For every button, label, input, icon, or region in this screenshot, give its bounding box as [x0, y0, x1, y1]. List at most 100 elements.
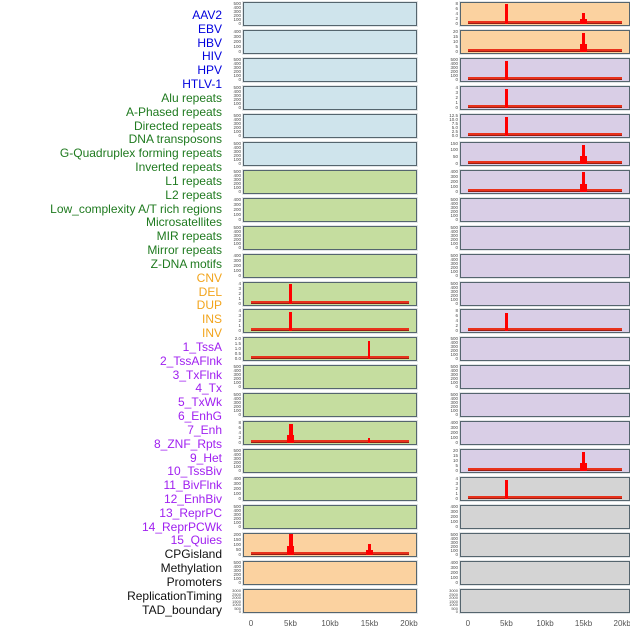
track-plot-del — [243, 561, 417, 586]
track-label-directed-repeats: Directed repeats — [133, 118, 222, 133]
y-tick-label: 200 — [450, 236, 458, 242]
y-tick-label: 0 — [238, 468, 241, 474]
y-axis-ticks-6-enhg: 500 400 300 200 100 0 — [443, 197, 460, 222]
y-tick-label: 400 — [233, 228, 241, 234]
y-tick-label: 300 — [450, 565, 458, 571]
y-tick-label: 50 — [235, 547, 241, 553]
y-tick-label: 500 — [233, 1, 241, 6]
y-axis-ticks-4-tx: 150 100 50 0 — [443, 141, 460, 166]
y-tick-label: 300 — [233, 512, 241, 518]
track-row-7-enh: 500 400 300 200 100 0 — [443, 224, 630, 254]
track-plot-microsatellites — [243, 421, 417, 446]
y-tick-label: 300 — [450, 372, 458, 378]
track-plot-mirror-repeats — [243, 477, 417, 502]
y-axis-ticks-14-reprpcwk: 400 300 200 100 0 — [443, 421, 460, 446]
y-tick-label: 100 — [450, 575, 458, 581]
track-label-replicationtiming: ReplicationTiming — [127, 588, 222, 603]
track-plot-z-dna-motifs — [243, 505, 417, 530]
y-tick-label: 400 — [233, 508, 241, 514]
track-label-alu-repeats: Alu repeats — [161, 90, 222, 105]
y-tick-label: 20 — [452, 28, 458, 34]
track-label-tad-boundary: TAD_boundary — [142, 602, 222, 617]
track-plot-4-tx — [460, 141, 630, 166]
track-plot-g-quadruplex-forming-repeats — [243, 281, 417, 306]
y-tick-label: 6 — [238, 425, 241, 431]
y-tick-label: 100 — [233, 267, 241, 273]
y-tick-label: 200 — [233, 376, 241, 382]
y-tick-label: 2500 — [449, 591, 458, 597]
y-tick-label: 100 — [450, 352, 458, 358]
signal-spike — [505, 312, 508, 332]
y-tick-label: 400 — [450, 340, 458, 346]
x-tick-label: 5kb — [499, 618, 513, 628]
signal-spike — [581, 452, 586, 472]
y-tick-label: 500 — [233, 504, 241, 510]
y-tick-label: 400 — [450, 168, 458, 174]
y-tick-label: 3000 — [232, 588, 241, 594]
track-plot-inverted-repeats — [243, 309, 417, 334]
y-tick-label: 200 — [233, 486, 241, 492]
y-axis-ticks-dna-transposons: 400 300 200 100 0 — [226, 253, 243, 278]
y-tick-label: 15 — [452, 33, 458, 39]
signal-baseline — [467, 188, 623, 192]
y-tick-label: 5 — [455, 43, 458, 49]
y-tick-label: 200 — [450, 178, 458, 184]
track-label-1-tssa: 1_TssA — [182, 339, 222, 354]
y-tick-label: 200 — [233, 532, 241, 538]
y-tick-label: 100 — [450, 519, 458, 525]
y-tick-label: 200 — [450, 68, 458, 74]
y-tick-label: 0 — [238, 216, 241, 222]
track-plot-dup — [243, 589, 417, 614]
track-plot-directed-repeats — [243, 225, 417, 250]
y-tick-label: 200 — [233, 13, 241, 18]
y-axis-ticks-hbv: 500 400 300 200 100 0 — [226, 57, 243, 82]
y-tick-label: 3 — [455, 89, 458, 95]
y-tick-label: 500 — [450, 224, 458, 230]
y-tick-label: 0 — [455, 188, 458, 194]
y-tick-label: 0 — [455, 524, 458, 530]
signal-baseline — [250, 552, 410, 556]
y-tick-label: 400 — [233, 396, 241, 402]
x-axis-left: 0 5kb 10kb 15kb 20kb — [243, 618, 418, 630]
signal-spike — [505, 88, 508, 108]
track-label-low-complexity-a-t-rich-regions: Low_complexity A/T rich regions — [50, 201, 222, 216]
y-tick-label: 500 — [450, 336, 458, 342]
y-tick-label: 100 — [233, 408, 241, 414]
signal-baseline — [250, 328, 410, 332]
y-tick-label: 0 — [455, 384, 458, 390]
y-axis-ticks-replicationtiming: 400 300 200 100 0 — [443, 560, 460, 585]
y-axis-ticks-a-phased-repeats: 400 300 200 100 0 — [226, 197, 243, 222]
y-tick-label: 100 — [233, 43, 241, 49]
y-axis-ticks-1-tssa: 500 400 300 200 100 0 — [443, 57, 460, 82]
y-axis-ticks-z-dna-motifs: 500 400 300 200 100 0 — [226, 504, 243, 529]
y-tick-label: 1 — [455, 99, 458, 105]
track-row-directed-repeats: 500 400 300 200 100 0 — [226, 225, 417, 254]
track-plot-methylation — [460, 505, 630, 530]
x-tick-label: 20kb — [613, 618, 630, 628]
y-tick-label: 500 — [450, 280, 458, 286]
track-row-methylation: 400 300 200 100 0 — [443, 504, 630, 533]
y-tick-label: 100 — [450, 147, 458, 153]
y-tick-label: 0 — [455, 468, 458, 474]
y-tick-label: 500 — [233, 168, 241, 174]
y-axis-ticks-low-complexity-a-t-rich-regions: 500 400 300 200 100 0 — [226, 392, 243, 418]
y-tick-label: 500 — [233, 392, 241, 398]
track-row-tad-boundary: 3000 2500 2000 1500 1000 500 0 — [443, 589, 630, 617]
y-tick-label: 300 — [233, 456, 241, 462]
track-label-2-tssaflnk: 2_TssAFlnk — [159, 353, 222, 368]
y-tick-label: 0 — [238, 160, 241, 166]
y-tick-label: 300 — [233, 92, 241, 98]
y-tick-label: 400 — [450, 256, 458, 262]
signal-spike — [581, 144, 586, 164]
track-plot-10-tssbiv — [460, 309, 630, 334]
y-tick-label: 100 — [450, 212, 458, 218]
y-tick-label: 0 — [238, 76, 241, 82]
track-label-9-het: 9_Het — [189, 450, 222, 465]
y-tick-label: 500 — [450, 364, 458, 370]
y-tick-label: 2500 — [232, 591, 241, 597]
track-row-1-tssa: 500 400 300 200 100 0 — [443, 57, 630, 86]
y-tick-label: 0 — [238, 132, 241, 138]
track-plot-hiv — [243, 85, 417, 110]
signal-spike — [581, 33, 586, 52]
